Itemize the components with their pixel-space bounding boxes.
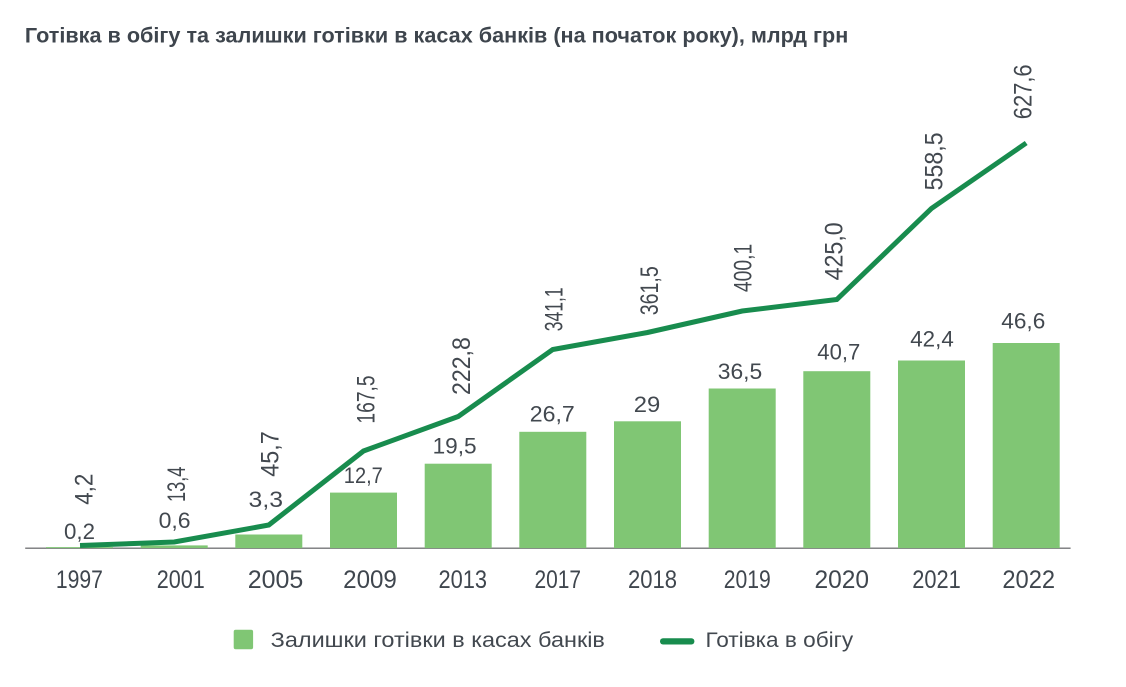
- svg-text:2018: 2018: [628, 566, 677, 594]
- svg-text:40,7: 40,7: [817, 340, 860, 365]
- svg-text:3,3: 3,3: [249, 487, 284, 512]
- svg-text:2017: 2017: [535, 566, 582, 594]
- svg-text:26,7: 26,7: [530, 402, 575, 427]
- svg-text:45,7: 45,7: [256, 431, 284, 477]
- svg-text:400,1: 400,1: [729, 244, 757, 292]
- svg-text:2020: 2020: [815, 566, 870, 594]
- svg-text:1997: 1997: [56, 566, 103, 594]
- svg-text:341,1: 341,1: [541, 287, 569, 331]
- svg-text:361,5: 361,5: [636, 266, 664, 315]
- svg-text:19,5: 19,5: [433, 434, 477, 459]
- svg-text:2013: 2013: [438, 566, 487, 594]
- svg-text:2005: 2005: [248, 566, 304, 594]
- svg-text:627,6: 627,6: [1009, 64, 1037, 119]
- svg-text:425,0: 425,0: [820, 222, 848, 280]
- svg-text:558,5: 558,5: [921, 132, 949, 190]
- svg-text:2022: 2022: [1002, 566, 1055, 594]
- svg-text:4,2: 4,2: [70, 474, 98, 505]
- svg-text:2009: 2009: [343, 566, 397, 594]
- svg-text:42,4: 42,4: [910, 327, 954, 352]
- svg-text:222,8: 222,8: [448, 337, 476, 395]
- svg-text:29: 29: [634, 392, 661, 417]
- svg-text:46,6: 46,6: [1001, 309, 1045, 334]
- svg-text:2001: 2001: [157, 566, 205, 594]
- svg-text:167,5: 167,5: [352, 375, 380, 423]
- svg-text:Готівка в обігу: Готівка в обігу: [706, 629, 854, 652]
- svg-text:13,4: 13,4: [163, 467, 191, 502]
- svg-text:Залишки готівки в касах банків: Залишки готівки в касах банків: [271, 629, 605, 652]
- svg-text:Готівка в обігу та залишки гот: Готівка в обігу та залишки готівки в кас…: [25, 24, 848, 48]
- svg-text:2019: 2019: [724, 566, 771, 594]
- svg-text:36,5: 36,5: [718, 359, 763, 384]
- svg-text:2021: 2021: [912, 566, 961, 594]
- svg-text:0,6: 0,6: [159, 508, 191, 533]
- svg-text:0,2: 0,2: [64, 519, 95, 544]
- svg-text:12,7: 12,7: [344, 463, 383, 488]
